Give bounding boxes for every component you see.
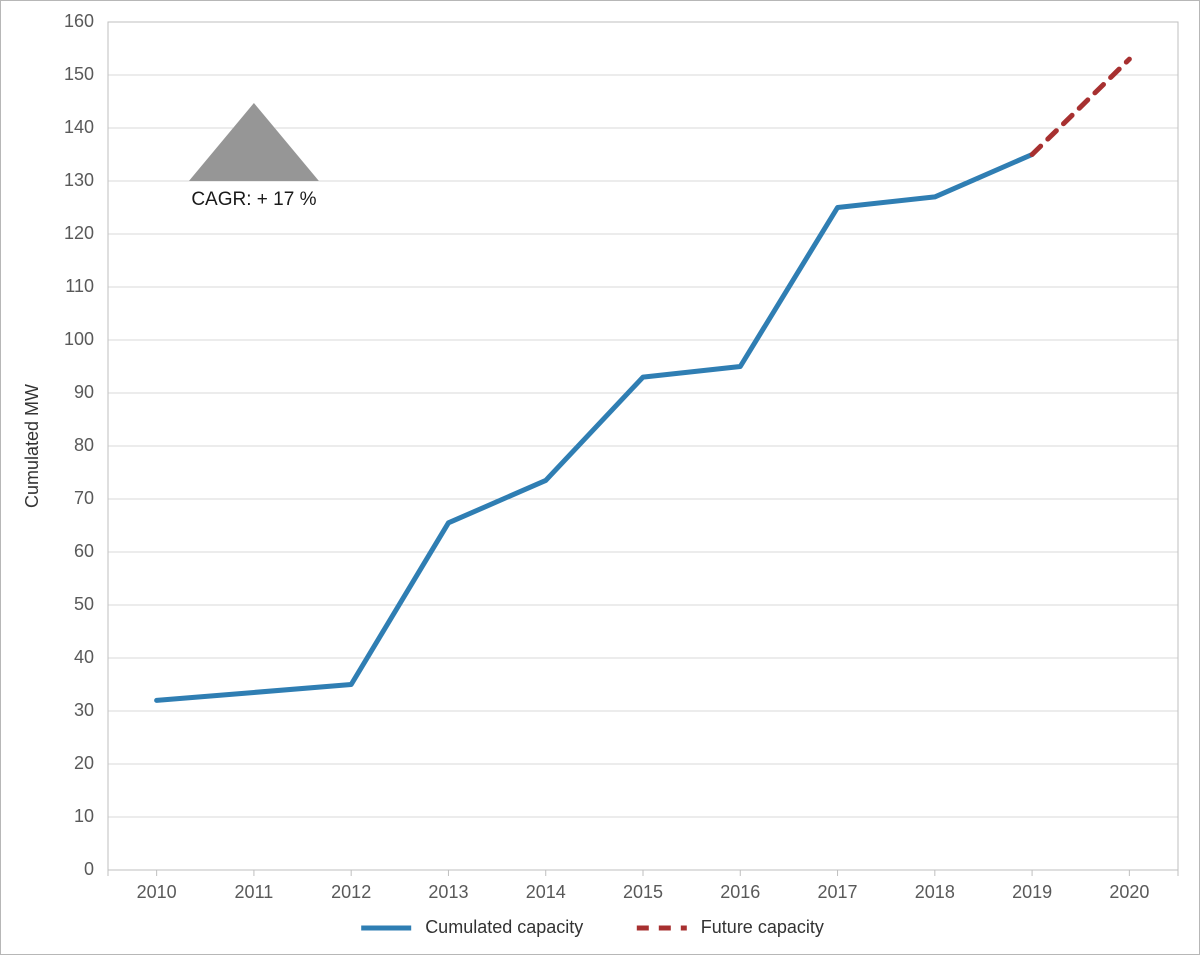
y-tick-label: 160: [64, 11, 94, 31]
y-tick-label: 20: [74, 753, 94, 773]
x-tick-label: 2012: [331, 882, 371, 902]
y-tick-label: 70: [74, 488, 94, 508]
x-tick-label: 2013: [428, 882, 468, 902]
y-tick-label: 10: [74, 806, 94, 826]
x-tick-label: 2016: [720, 882, 760, 902]
y-tick-label: 30: [74, 700, 94, 720]
y-tick-label: 90: [74, 382, 94, 402]
x-tick-label: 2010: [137, 882, 177, 902]
x-tick-label: 2011: [235, 882, 274, 902]
y-tick-label: 120: [64, 223, 94, 243]
x-tick-label: 2019: [1012, 882, 1052, 902]
y-tick-label: 50: [74, 594, 94, 614]
y-tick-label: 130: [64, 170, 94, 190]
legend-label: Cumulated capacity: [425, 917, 583, 937]
x-tick-label: 2015: [623, 882, 663, 902]
cagr-annotation: CAGR: + 17 %: [191, 189, 316, 210]
x-tick-label: 2017: [818, 882, 858, 902]
y-tick-label: 150: [64, 64, 94, 84]
y-axis-title: Cumulated MW: [22, 384, 42, 508]
y-tick-label: 40: [74, 647, 94, 667]
y-tick-label: 110: [65, 276, 94, 296]
x-tick-label: 2018: [915, 882, 955, 902]
y-tick-label: 0: [84, 859, 94, 879]
x-tick-label: 2020: [1109, 882, 1149, 902]
capacity-line-chart: 0 10 20 30 40 50 60 70 80 90 100 110 120 130 140 150 160…: [0, 0, 1200, 955]
y-tick-label: 100: [64, 329, 94, 349]
y-tick-label: 80: [74, 435, 94, 455]
y-tick-label: 60: [74, 541, 94, 561]
x-tick-label: 2014: [526, 882, 566, 902]
y-tick-label: 140: [64, 117, 94, 137]
legend-label: Future capacity: [701, 917, 824, 937]
